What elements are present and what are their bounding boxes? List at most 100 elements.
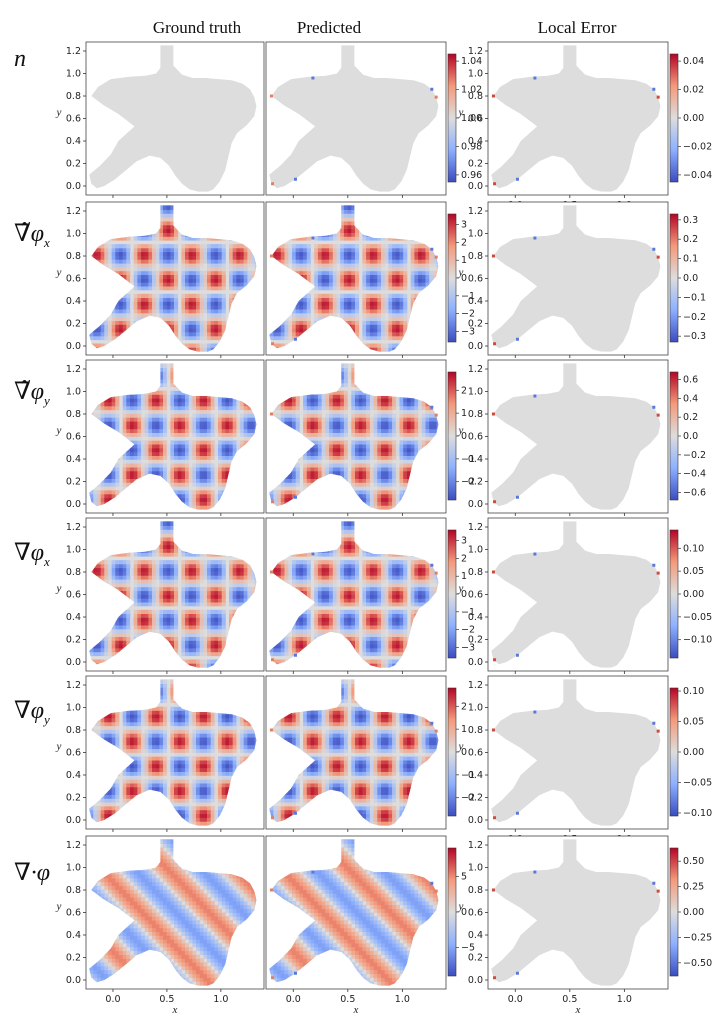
- field-cell: [388, 236, 393, 241]
- field-cell: [141, 282, 146, 287]
- field-cell: [111, 259, 116, 264]
- field-cell: [232, 267, 237, 272]
- field-cell: [192, 282, 197, 287]
- field-cell: [384, 255, 389, 260]
- field-cell: [355, 328, 360, 333]
- field-cell: [214, 467, 219, 472]
- field-cell: [192, 332, 197, 337]
- field-cell: [221, 324, 226, 329]
- field-cell: [104, 497, 109, 502]
- field-cell: [130, 470, 135, 476]
- field-cell: [108, 259, 113, 264]
- field-cell: [174, 259, 179, 264]
- field-cell: [347, 209, 352, 214]
- field-cell: [399, 335, 404, 341]
- field-cell: [373, 270, 378, 275]
- field-cell: [166, 221, 171, 226]
- field-cell: [177, 413, 182, 418]
- field-cell: [185, 417, 190, 422]
- field-cell: [122, 451, 127, 456]
- field-cell: [221, 316, 226, 321]
- field-cell: [174, 251, 179, 256]
- field-cell: [115, 305, 120, 310]
- field-cell: [329, 259, 334, 264]
- field-cell: [277, 332, 282, 337]
- field-cell: [299, 297, 304, 302]
- field-cell: [392, 263, 397, 268]
- field-cell: [210, 247, 215, 253]
- field-cell: [188, 335, 193, 341]
- field-cell: [306, 263, 311, 268]
- field-cell: [421, 255, 426, 260]
- field-cell: [366, 293, 371, 298]
- field-cell: [366, 320, 371, 325]
- field-cell: [181, 478, 186, 483]
- field-cell: [210, 497, 215, 502]
- field-cell: [207, 270, 212, 275]
- field-cell: [196, 467, 201, 472]
- field-cell: [355, 278, 360, 283]
- field-cell: [392, 247, 397, 253]
- field-cell: [133, 267, 138, 272]
- field-cell: [336, 255, 341, 260]
- field-cell: [332, 263, 337, 268]
- field-cell: [314, 259, 319, 264]
- row-label-gx-symbol: ∇φ: [14, 540, 45, 566]
- field-cell: [177, 405, 182, 411]
- field-cell: [203, 486, 208, 491]
- field-cell: [210, 293, 215, 298]
- field-cell: [196, 432, 201, 437]
- field-cell: [236, 282, 241, 287]
- row-label-tgy-symbol: ∇̃φ: [14, 379, 45, 405]
- field-cell: [196, 436, 201, 441]
- field-cell: [166, 209, 171, 214]
- field-cell: [432, 259, 437, 264]
- field-cell: [381, 263, 386, 268]
- field-cell: [192, 236, 197, 241]
- field-cell: [137, 297, 142, 302]
- row-label-gy-symbol: ∇φ: [14, 698, 45, 724]
- field-cell: [225, 463, 230, 468]
- field-cell: [392, 270, 397, 275]
- field-cell: [218, 405, 223, 411]
- field-cell: [104, 251, 109, 256]
- field-cell: [185, 482, 190, 487]
- row-label-tilde-grad-phi-x: ∇̃φx: [14, 219, 50, 251]
- field-cell: [221, 305, 226, 310]
- field-cell: [159, 394, 164, 399]
- field-cell: [207, 467, 212, 472]
- field-cell: [196, 316, 201, 321]
- field-cell: [192, 305, 197, 310]
- field-cell: [306, 270, 311, 275]
- field-cell: [306, 259, 311, 264]
- field-cell: [196, 328, 201, 333]
- boundary-error-speck: [652, 87, 656, 91]
- field-cell: [170, 478, 175, 483]
- field-cell: [152, 455, 157, 460]
- field-cell: [229, 255, 234, 260]
- field-cell: [163, 413, 168, 418]
- field-cell: [207, 267, 212, 272]
- field-cell: [181, 398, 186, 403]
- field-cell: [185, 428, 190, 433]
- field-cell: [277, 247, 282, 253]
- field-cell: [388, 312, 393, 318]
- field-cell: [203, 274, 208, 279]
- field-cell: [377, 282, 382, 287]
- field-cell: [340, 217, 345, 222]
- field-cell: [192, 286, 197, 291]
- field-cell: [343, 305, 348, 310]
- field-cell: [210, 432, 215, 437]
- field-cell: [155, 293, 160, 298]
- field-cell: [366, 263, 371, 268]
- field-cell: [425, 270, 430, 275]
- field-cell: [148, 278, 153, 283]
- field-cell: [199, 343, 204, 348]
- field-cell: [351, 236, 356, 241]
- field-cell: [314, 309, 319, 314]
- field-cell: [332, 270, 337, 275]
- field-cell: [196, 278, 201, 283]
- field-cell: [207, 274, 212, 279]
- field-cell: [384, 244, 389, 249]
- field-cell: [381, 320, 386, 325]
